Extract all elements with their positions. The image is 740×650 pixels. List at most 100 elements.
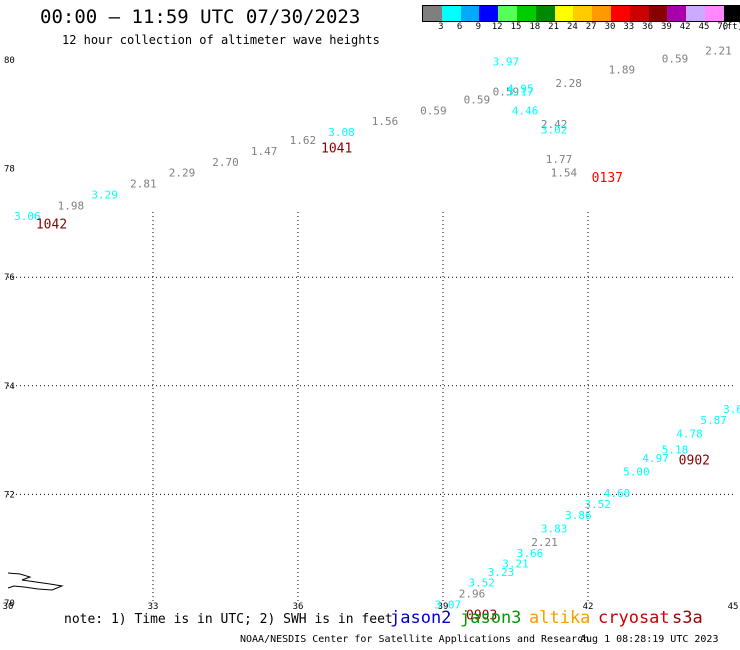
legend-label: 6 — [456, 22, 463, 32]
legend-label: 36 — [642, 22, 654, 32]
wave-height-label: 2.96 — [459, 588, 486, 601]
pass-time-annotation: 0902 — [679, 454, 710, 469]
legend-swatch — [516, 6, 536, 21]
wave-height-label: 3.06 — [14, 210, 41, 223]
pass-time-annotation: 1042 — [36, 217, 67, 232]
satellite-label-s3a: s3a — [672, 608, 703, 628]
legend-label: 21 — [548, 22, 560, 32]
wave-height-label: 5.87 — [700, 414, 727, 427]
wave-height-label: 3.02 — [541, 123, 568, 136]
wave-height-label: 2.28 — [555, 77, 582, 90]
wave-height-label: 2.29 — [169, 167, 196, 180]
y-tick-label: 72 — [4, 490, 15, 500]
legend-swatch — [479, 6, 499, 21]
legend-swatch — [610, 6, 630, 21]
wave-height-label: 0.59 — [420, 104, 447, 117]
wave-height-label: 1.89 — [609, 64, 636, 77]
credit-line: NOAA/NESDIS Center for Satellite Applica… — [240, 634, 590, 645]
wave-height-label: 3.6 — [723, 403, 740, 416]
satellite-label-altika: altika — [529, 608, 591, 628]
legend-swatch — [460, 6, 480, 21]
wave-height-label: 0.59 — [662, 53, 689, 66]
legend-swatch — [554, 6, 574, 21]
wave-height-label: 2.21 — [705, 45, 732, 58]
wave-height-label: 4.60 — [604, 487, 631, 500]
map-title: 00:00 – 11:59 UTC 07/30/2023 — [40, 6, 361, 28]
legend-label: 42 — [679, 22, 691, 32]
satellite-label-cryosat: cryosat — [598, 608, 670, 628]
y-tick-label: 70 — [4, 599, 15, 609]
legend-label: 27 — [585, 22, 597, 32]
wave-height-label: 2.81 — [130, 178, 157, 191]
y-tick-label: 74 — [4, 382, 15, 392]
wave-height-label: 1.77 — [546, 153, 573, 166]
wave-height-label: 4.95 — [507, 83, 534, 96]
wave-height-label: 3.21 — [502, 558, 529, 571]
legend-label: 30 — [604, 22, 616, 32]
satellite-label-jason2: jason2 — [390, 608, 452, 628]
legend-swatch — [535, 6, 555, 21]
wave-height-label: 3.52 — [584, 498, 611, 511]
legend-swatch — [423, 6, 442, 21]
wave-height-label: 3.97 — [493, 55, 520, 68]
wave-height-label: 5.18 — [662, 444, 689, 457]
legend-label: 70 — [717, 22, 729, 32]
wave-height-label: 3.08 — [328, 126, 355, 139]
wave-height-label: 3.86 — [565, 509, 592, 522]
legend-label: 12 — [491, 22, 503, 32]
wave-height-label: 2.42 — [541, 118, 568, 131]
legend-swatch — [441, 6, 461, 21]
legend-label: (ft) — [721, 22, 740, 32]
legend-swatch — [592, 6, 611, 21]
y-tick-label: 80 — [4, 56, 15, 66]
pass-time-annotation: 0903 — [466, 608, 497, 623]
wave-height-label: 4.97 — [642, 452, 669, 465]
legend-label: 24 — [566, 22, 578, 32]
wave-height-label: 3.83 — [541, 522, 568, 535]
x-tick-label: 45 — [728, 602, 739, 612]
wave-height-label: 3.66 — [517, 547, 544, 560]
wave-height-label: 3.52 — [468, 577, 495, 590]
wave-height-label: 0.59 — [464, 93, 491, 106]
x-tick-label: 39 — [438, 602, 449, 612]
wave-height-label: 2.21 — [531, 536, 558, 549]
legend-swatch — [686, 6, 705, 21]
x-tick-label: 33 — [148, 602, 159, 612]
wave-height-label: 0.59 — [493, 85, 520, 98]
wave-height-label: 1.47 — [251, 145, 278, 158]
wave-height-label: 4.46 — [512, 104, 539, 117]
x-tick-label: 30 — [3, 602, 14, 612]
footer-note: note: 1) Time is in UTC; 2) SWH is in fe… — [64, 612, 393, 627]
pass-time-annotation: 0137 — [592, 171, 623, 186]
wave-height-label: 5.00 — [623, 465, 650, 478]
x-tick-label: 36 — [293, 602, 304, 612]
wave-height-label: 2.70 — [212, 156, 239, 169]
y-tick-label: 76 — [4, 273, 15, 283]
legend-swatch — [629, 6, 649, 21]
legend-label: 15 — [510, 22, 522, 32]
pass-time-annotation: 1041 — [321, 141, 352, 156]
wave-height-label: 1.98 — [58, 199, 85, 212]
wave-height-label: 1.56 — [372, 115, 399, 128]
legend-label: 3 — [438, 22, 444, 32]
wave-height-label: 1.62 — [290, 134, 317, 147]
legend-swatch — [498, 6, 517, 21]
legend-swatch — [648, 6, 668, 21]
legend-label: 39 — [660, 22, 672, 32]
map-subtitle: 12 hour collection of altimeter wave hei… — [62, 33, 380, 47]
wave-height-label: 4.78 — [676, 427, 703, 440]
x-tick-label: 42 — [583, 602, 594, 612]
wave-height-label: 3.23 — [488, 566, 515, 579]
wave-height-label: 3.07 — [435, 598, 462, 611]
satellite-label-jason3: jason3 — [460, 608, 522, 628]
wave-height-label: 3.17 — [507, 85, 534, 98]
wave-height-label: 1.54 — [551, 167, 578, 180]
color-scale-legend — [422, 5, 740, 22]
legend-label: 45 — [698, 22, 710, 32]
legend-swatch — [723, 6, 740, 21]
wave-height-label: 3.29 — [91, 188, 118, 201]
legend-swatch — [704, 6, 724, 21]
generated-timestamp: Aug 1 08:28:19 UTC 2023 — [580, 634, 719, 645]
legend-label: 33 — [623, 22, 635, 32]
